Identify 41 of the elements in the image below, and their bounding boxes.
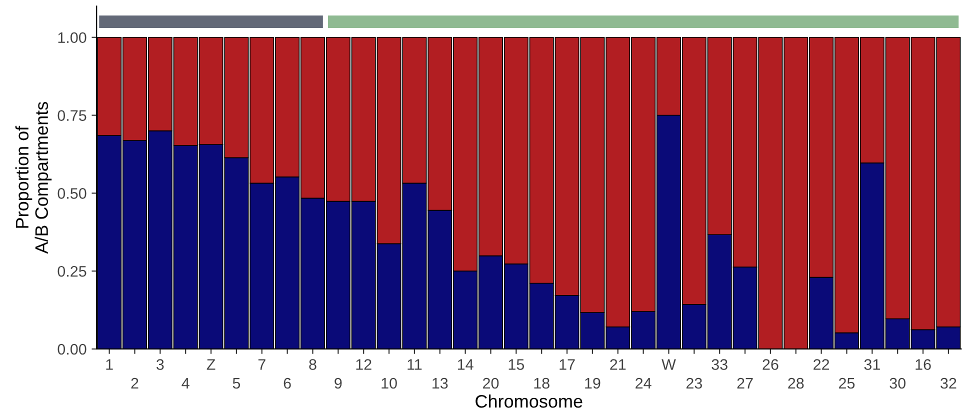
x-tick-label: 31 [864,359,880,370]
x-tick-label: 6 [284,378,291,389]
x-tick-label: 33 [712,359,728,370]
x-tick-label: 24 [636,378,652,389]
x-tick-label: 13 [432,378,448,389]
x-tick-label: 14 [458,359,474,370]
x-tick-label: 25 [839,378,855,389]
x-tick-label: 1 [106,359,113,370]
x-tick-label: 15 [508,359,524,370]
x-tick-label: 23 [686,378,702,389]
x-tick-label: 12 [356,359,372,370]
x-tick-label: 17 [560,359,575,370]
x-tick-label: 16 [916,359,931,370]
x-tick-label: 9 [334,378,342,389]
x-tick-label: 28 [788,378,804,389]
y-tick-label: 0.75 [58,110,86,121]
x-tick-label: 21 [610,359,626,370]
y-tick-label: 0.50 [58,188,86,199]
y-tick-label: 1.00 [58,32,86,44]
x-tick-label: 8 [309,359,316,370]
x-tick-label: 7 [258,359,266,370]
x-tick-label: 2 [131,378,138,389]
x-tick-label: 22 [814,359,830,370]
x-tick-label: 20 [483,378,499,389]
x-tick-label: 5 [232,378,240,389]
x-tick-label: 18 [534,378,550,389]
y-axis-title: Proportion of A/B Compartments [15,102,52,254]
x-axis-title: Chromosome [476,394,582,408]
y-tick-label: 0.00 [58,344,86,355]
x-tick-label: 10 [382,378,397,389]
x-tick-label: 32 [940,378,956,389]
x-tick-label: 3 [156,359,164,370]
x-tick-label: 11 [408,359,422,370]
x-tick-label: 4 [182,378,190,389]
x-tick-label: 19 [585,378,600,389]
x-tick-label: 26 [762,359,778,370]
y-tick-label: 0.25 [58,266,86,277]
x-tick-label: W [662,359,676,370]
x-tick-label: Z [206,359,216,370]
x-tick-label: 30 [890,378,906,389]
x-tick-label: 27 [737,378,753,389]
